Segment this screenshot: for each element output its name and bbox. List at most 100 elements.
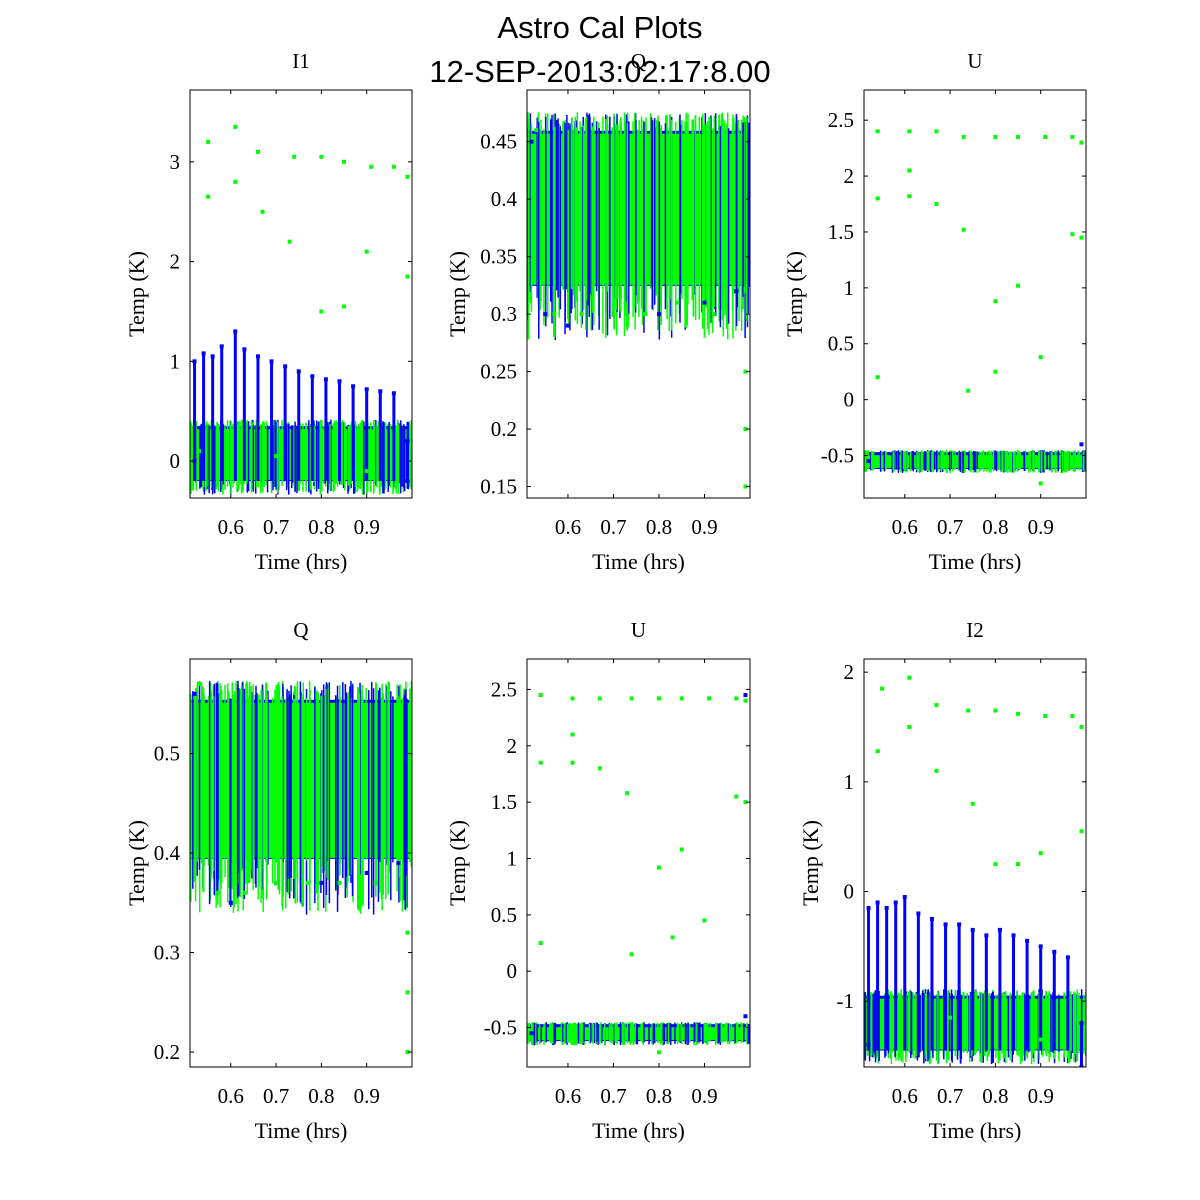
data-point [260, 209, 265, 214]
y-tick-label: 0.2 [491, 417, 517, 441]
data-point [538, 760, 543, 765]
y-tick-label: 0.3 [154, 941, 180, 965]
data-point [1070, 714, 1075, 719]
data-point [565, 323, 570, 328]
y-axis-label: Temp (K) [445, 820, 470, 906]
data-point [993, 134, 998, 139]
x-tick-label: 0.7 [600, 1084, 626, 1108]
data-point [643, 312, 648, 317]
x-tick-label: 0.6 [555, 515, 581, 539]
x-tick-label: 0.8 [982, 515, 1008, 539]
y-tick-label: 2 [844, 164, 855, 188]
x-axis-label: Time (hrs) [592, 1118, 685, 1143]
axes-frame [526, 658, 751, 1068]
data-point [734, 794, 739, 799]
data-point [391, 164, 396, 169]
data-point [907, 725, 912, 729]
data-point [679, 696, 684, 701]
x-tick-label: 0.9 [354, 1084, 380, 1108]
data-point [743, 484, 748, 489]
data-point [287, 239, 292, 244]
y-tick-label: 1 [844, 276, 855, 300]
x-tick-label: 0.8 [308, 515, 334, 539]
data-point [734, 289, 739, 294]
y-tick-label: 0.5 [828, 332, 854, 356]
x-tick-label: 0.9 [691, 1084, 717, 1108]
data-point [961, 227, 966, 232]
data-point [993, 369, 998, 374]
data-point [934, 768, 939, 773]
data-point [337, 880, 342, 885]
figure-subtitle: 12-SEP-2013:02:17:8.00 [429, 54, 771, 89]
data-point [934, 202, 939, 207]
x-tick-label: 0.9 [1028, 515, 1054, 539]
data-point [907, 129, 912, 134]
data-point [373, 880, 378, 885]
data-point [1038, 851, 1043, 856]
data-point [907, 168, 912, 173]
x-tick-label: 0.6 [218, 1084, 244, 1108]
data-point [707, 696, 712, 701]
data-point [743, 698, 748, 703]
data-point [534, 128, 539, 133]
data-point [579, 312, 584, 317]
axes-frame [526, 89, 751, 499]
y-axis-label: Temp (K) [124, 251, 149, 337]
axes-frame [863, 658, 1087, 1068]
data-point [1016, 711, 1021, 716]
data-point [228, 900, 233, 905]
data-point [656, 1050, 661, 1055]
x-tick-label: 0.8 [308, 1084, 334, 1108]
data-point [656, 865, 661, 870]
x-tick-label: 0.7 [937, 1084, 963, 1108]
data-point [529, 1031, 534, 1036]
data-point [743, 369, 748, 374]
subplot-2: 0.6 0.7 0.8 0.9 0.15 0.2 0.25 0.3 0.35 0.4 0.45 Q Ti… [445, 49, 751, 574]
subplot-title: I2 [966, 618, 984, 642]
data-point [1070, 134, 1075, 139]
axes-frame [863, 89, 1087, 499]
y-axis-label: Temp (K) [782, 251, 807, 337]
data-point [993, 708, 998, 713]
figure-title: Astro Cal Plots [497, 10, 703, 45]
data-point [1038, 355, 1043, 360]
data-point [538, 693, 543, 698]
data-point [670, 935, 675, 940]
subplot-title: Q [631, 49, 646, 73]
data-point [319, 154, 324, 159]
y-tick-label: 0 [844, 388, 855, 412]
data-point [875, 749, 880, 754]
data-point [292, 154, 297, 159]
data-point [233, 179, 238, 184]
x-tick-label: 0.7 [937, 515, 963, 539]
data-point [570, 732, 575, 737]
subplot-3: 0.6 0.7 0.8 0.9 -0.5 0 0.5 1 1.5 2 2.5 U Time (hrs) T… [782, 49, 1087, 574]
data-point [342, 304, 347, 309]
data-point [274, 880, 279, 885]
y-axis-label: Temp (K) [124, 820, 149, 906]
data-point [875, 196, 880, 201]
data-point [993, 862, 998, 867]
data-point [552, 312, 557, 317]
x-tick-label: 0.7 [600, 515, 626, 539]
x-tick-label: 0.9 [354, 515, 380, 539]
x-tick-label: 0.6 [555, 1084, 581, 1108]
dense-scatter-region [190, 680, 412, 915]
data-point [597, 766, 602, 771]
x-axis-label: Time (hrs) [929, 1118, 1022, 1143]
data-point [948, 1015, 953, 1020]
y-tick-label: 0.35 [480, 245, 517, 269]
data-point [656, 312, 661, 317]
data-point [1043, 714, 1048, 719]
y-tick-label: 2 [844, 660, 855, 684]
y-tick-label: 1.5 [828, 220, 854, 244]
data-point [215, 890, 220, 895]
y-tick-label: 0.25 [480, 360, 517, 384]
data-point [1079, 829, 1084, 834]
data-point [1079, 235, 1084, 240]
y-tick-label: -0.5 [484, 1016, 517, 1040]
data-point [656, 696, 661, 701]
data-point [866, 459, 871, 464]
y-tick-label: 1 [844, 770, 855, 794]
